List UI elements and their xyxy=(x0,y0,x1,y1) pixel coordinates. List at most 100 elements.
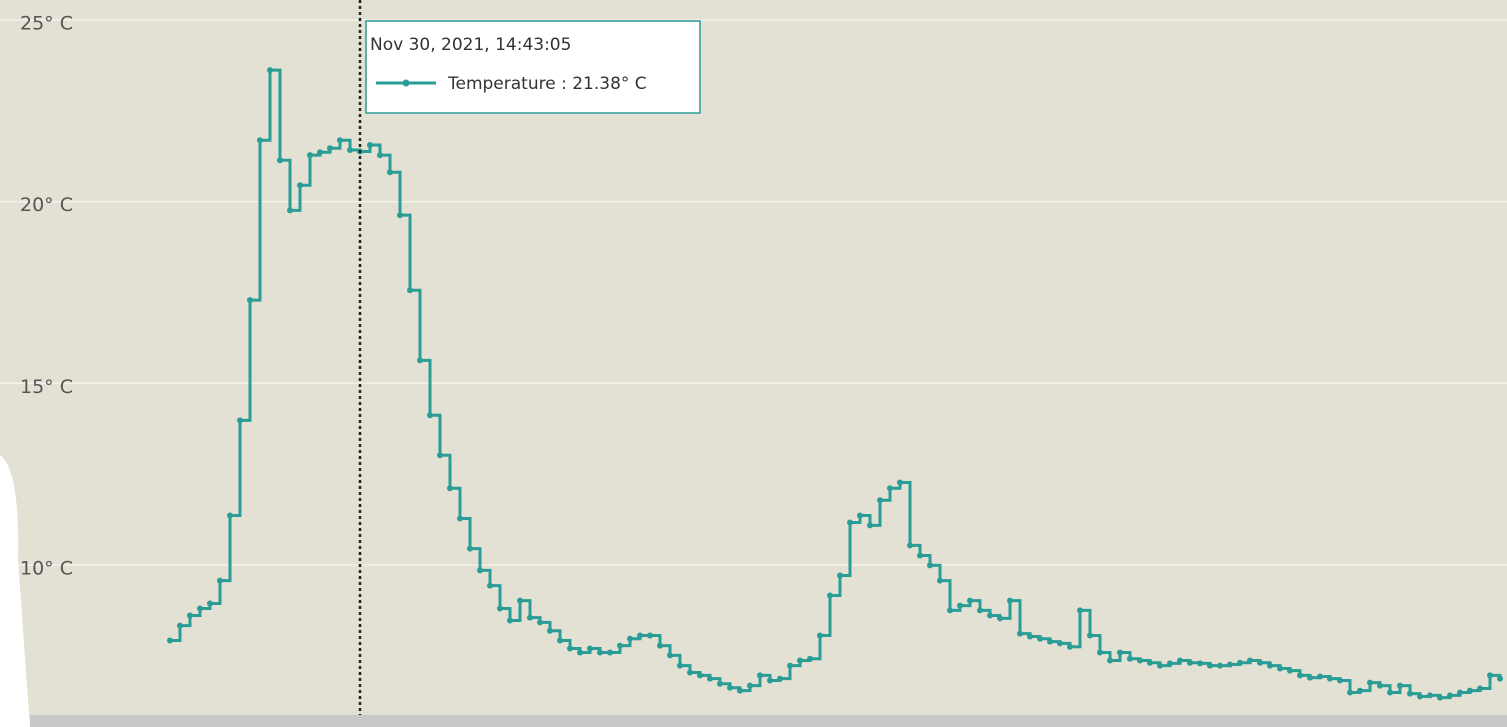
data-point xyxy=(227,512,233,519)
data-point xyxy=(607,649,613,656)
data-point xyxy=(487,582,493,589)
data-point xyxy=(1387,689,1393,696)
data-point xyxy=(1277,665,1283,672)
data-point xyxy=(1237,659,1243,666)
data-point xyxy=(447,485,453,492)
data-point xyxy=(1307,674,1313,681)
data-point xyxy=(977,607,983,614)
data-point xyxy=(827,592,833,599)
data-point xyxy=(1157,662,1163,669)
data-point xyxy=(1227,661,1233,668)
data-point xyxy=(1397,682,1403,689)
data-point xyxy=(1047,638,1053,645)
grid: 10° C 15° C 20° C 25° C xyxy=(0,12,1507,579)
data-point xyxy=(467,545,473,552)
data-point xyxy=(197,605,203,612)
data-point xyxy=(1357,687,1363,694)
data-point xyxy=(887,485,893,492)
data-point xyxy=(1177,657,1183,664)
data-point xyxy=(527,614,533,621)
data-point xyxy=(1487,672,1493,679)
data-point xyxy=(1497,675,1503,682)
data-point xyxy=(1317,673,1323,680)
data-point xyxy=(1447,692,1453,699)
data-point xyxy=(437,452,443,459)
data-point xyxy=(1197,660,1203,667)
data-point xyxy=(1437,694,1443,701)
data-point xyxy=(247,297,253,304)
y-tick-label: 25° C xyxy=(20,12,73,34)
data-point xyxy=(1217,662,1223,669)
data-point xyxy=(1427,692,1433,699)
data-point xyxy=(967,597,973,604)
data-point xyxy=(687,669,693,676)
data-point xyxy=(597,649,603,656)
data-point xyxy=(1247,657,1253,664)
data-point xyxy=(807,655,813,662)
edge-shape xyxy=(0,455,30,727)
data-point xyxy=(267,67,273,74)
data-point xyxy=(327,145,333,152)
data-point xyxy=(727,684,733,691)
data-point xyxy=(537,619,543,626)
data-point xyxy=(507,617,513,624)
data-point xyxy=(187,612,193,619)
data-point xyxy=(1017,630,1023,637)
y-tick-label: 20° C xyxy=(20,194,73,216)
data-point xyxy=(617,642,623,649)
data-point xyxy=(767,677,773,684)
data-point xyxy=(677,662,683,669)
data-point xyxy=(1187,659,1193,666)
data-point xyxy=(1077,607,1083,614)
data-point xyxy=(867,522,873,529)
data-point xyxy=(557,637,563,644)
data-point xyxy=(657,642,663,649)
data-point xyxy=(427,412,433,419)
data-point xyxy=(217,577,223,584)
data-point xyxy=(1067,643,1073,650)
tooltip-text: Temperature : 21.38° C xyxy=(447,74,647,94)
data-point xyxy=(1127,655,1133,662)
tooltip-title: Nov 30, 2021, 14:43:05 xyxy=(370,35,571,55)
data-point xyxy=(787,662,793,669)
data-point xyxy=(877,497,883,504)
data-point xyxy=(777,675,783,682)
data-point xyxy=(1057,640,1063,647)
data-point xyxy=(1417,693,1423,700)
data-point xyxy=(417,357,423,364)
data-point xyxy=(1147,659,1153,666)
data-point xyxy=(937,577,943,584)
data-point xyxy=(817,632,823,639)
data-point xyxy=(947,607,953,614)
data-point xyxy=(1027,633,1033,640)
data-point xyxy=(167,637,173,644)
data-point xyxy=(387,169,393,176)
data-point xyxy=(1267,662,1273,669)
data-point xyxy=(497,605,503,612)
data-point xyxy=(1167,660,1173,667)
data-point xyxy=(407,287,413,294)
data-point xyxy=(277,157,283,164)
data-point xyxy=(1297,672,1303,679)
data-point xyxy=(627,635,633,642)
data-point xyxy=(1097,649,1103,656)
data-point xyxy=(337,137,343,144)
y-tick-label: 10° C xyxy=(20,557,73,579)
data-point xyxy=(897,479,903,486)
data-point xyxy=(1337,677,1343,684)
data-point xyxy=(1207,662,1213,669)
data-point xyxy=(1407,690,1413,697)
tooltip: Nov 30, 2021, 14:43:05 Temperature : 21.3… xyxy=(358,0,701,715)
tooltip-box xyxy=(365,20,701,114)
data-point xyxy=(207,600,213,607)
data-point xyxy=(377,152,383,159)
data-point xyxy=(367,141,373,148)
data-point xyxy=(587,645,593,652)
data-point xyxy=(997,615,1003,622)
tooltip-legend-dot xyxy=(402,79,410,87)
data-point xyxy=(757,672,763,679)
data-point xyxy=(177,622,183,629)
data-point xyxy=(917,552,923,559)
data-point xyxy=(567,645,573,652)
